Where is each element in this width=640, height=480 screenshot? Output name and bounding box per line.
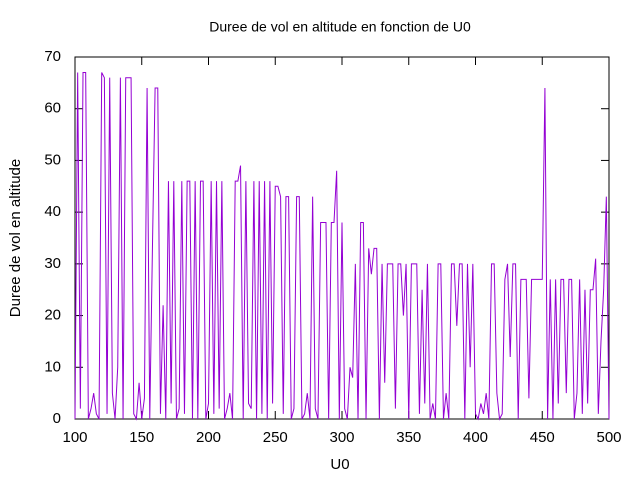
y-tick-label: 40 <box>44 203 61 220</box>
x-tick-label: 200 <box>196 429 221 446</box>
x-tick-label: 250 <box>263 429 288 446</box>
data-line <box>74 72 610 421</box>
x-tick-label: 450 <box>530 429 555 446</box>
x-tick-label: 150 <box>129 429 154 446</box>
y-tick-label: 70 <box>44 48 61 65</box>
x-tick-label: 500 <box>596 429 621 446</box>
y-tick-label: 50 <box>44 151 61 168</box>
x-tick-label: 400 <box>463 429 488 446</box>
chart-title: Duree de vol en altitude en fonction de … <box>209 19 471 35</box>
y-tick-label: 0 <box>53 410 61 427</box>
y-tick-label: 20 <box>44 307 61 324</box>
y-axis-label: Duree de vol en altitude <box>7 159 24 317</box>
x-axis-label: U0 <box>330 456 349 473</box>
x-tick-label: 100 <box>62 429 87 446</box>
y-tick-label: 30 <box>44 255 61 272</box>
y-tick-label: 10 <box>44 358 61 375</box>
y-tick-label: 60 <box>44 100 61 117</box>
x-tick-label: 300 <box>329 429 354 446</box>
x-tick-label: 350 <box>396 429 421 446</box>
